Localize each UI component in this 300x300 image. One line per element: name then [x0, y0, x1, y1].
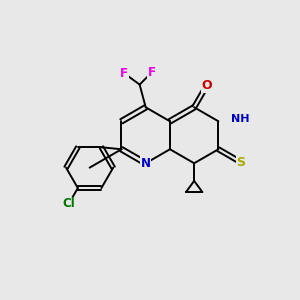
Text: F: F	[120, 67, 128, 80]
Text: Cl: Cl	[62, 197, 75, 210]
Text: O: O	[201, 79, 212, 92]
Text: S: S	[236, 156, 245, 169]
Text: NH: NH	[231, 114, 249, 124]
Text: F: F	[148, 66, 156, 79]
Text: N: N	[141, 157, 151, 170]
